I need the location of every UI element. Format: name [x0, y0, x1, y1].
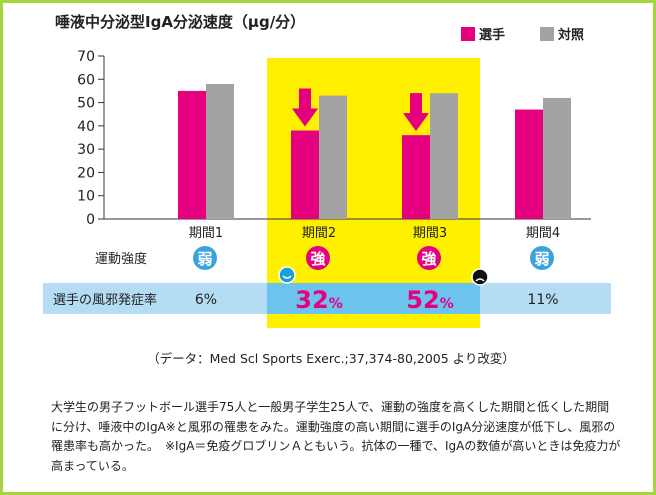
bar-chart: 0 10 20 30 40 50 60 70 唾液中分泌型IgA分泌速度（μg/分） 選手 対照期…: [43, 13, 611, 328]
source-note: （データ：Med Scl Sports Exerc.;37,374-80,200…: [147, 351, 515, 366]
x-tick-label-3: 期間3: [413, 226, 447, 241]
cold-rate-3: 52%: [406, 286, 453, 314]
intensity-badge-3: [417, 246, 441, 270]
x-tick-label-4: 期間4: [526, 226, 560, 241]
y-tick-label-30: 30: [77, 142, 95, 158]
bar-選手-期間2: [291, 130, 319, 219]
happy-face-icon: [278, 266, 296, 284]
exercise-intensity-label: 運動強度: [95, 251, 147, 267]
intensity-badge-1: [193, 246, 217, 270]
down-arrow-3: [403, 93, 429, 132]
bar-選手-期間3: [402, 135, 430, 219]
cold-rate-unit-3: %: [440, 296, 454, 312]
cold-rate-band-highlight: [267, 283, 480, 314]
cold-rate-value-4: 11: [527, 292, 545, 308]
cold-rate-value-3: 52: [406, 286, 439, 314]
bar-対照-期間1: [206, 83, 234, 219]
y-tick-label-50: 50: [77, 96, 95, 112]
cold-rate-2: 32%: [295, 286, 342, 314]
bar-対照-期間4: [543, 97, 571, 219]
y-tick-label-70: 70: [77, 49, 95, 65]
sad-face-mouth-icon: [475, 278, 485, 282]
intensity-badge-2: [306, 246, 330, 270]
bar-対照-期間2: [319, 95, 347, 219]
y-tick-label-0: 0: [86, 212, 95, 228]
x-tick-label-1: 期間1: [189, 226, 223, 241]
happy-face-mouth-icon: [282, 275, 292, 279]
legend-label-1: 選手: [479, 27, 505, 43]
y-tick-label-40: 40: [77, 119, 95, 135]
intensity-badge-4: [530, 246, 554, 270]
cold-rate-unit-4: %: [545, 292, 558, 308]
cold-rate-4: 11%: [527, 292, 558, 308]
cold-rate-unit-1: %: [204, 292, 217, 308]
x-tick-label-2: 期間2: [302, 226, 336, 241]
intensity-text-2: 強: [310, 250, 325, 268]
cold-rate-unit-2: %: [329, 296, 343, 312]
down-arrow-2: [292, 88, 318, 127]
chart-title: 唾液中分泌型IgA分泌速度（μg/分）: [55, 13, 305, 31]
intensity-text-3: 強: [421, 250, 436, 268]
y-tick-label-20: 20: [77, 165, 95, 181]
description-text: 大学生の男子フットボール選手75人と一般男子学生25人で、運動の強度を高くした期…: [51, 400, 621, 473]
legend-label-2: 対照: [557, 27, 584, 43]
bar-選手-期間1: [178, 90, 206, 219]
y-tick-label-10: 10: [77, 189, 95, 205]
bar-対照-期間3: [430, 93, 458, 219]
cold-rate-1: 6%: [195, 292, 217, 308]
legend-swatch-1: [461, 27, 475, 41]
cold-rate-label: 選手の風邪発症率: [53, 292, 157, 308]
bar-選手-期間4: [515, 109, 543, 219]
sad-face-icon: [471, 268, 489, 286]
intensity-text-4: 弱: [534, 250, 549, 268]
cold-rate-value-1: 6: [195, 292, 204, 308]
y-tick-label-60: 60: [77, 72, 95, 88]
intensity-text-1: 弱: [197, 250, 212, 268]
legend-swatch-2: [540, 27, 554, 41]
cold-rate-value-2: 32: [295, 286, 328, 314]
